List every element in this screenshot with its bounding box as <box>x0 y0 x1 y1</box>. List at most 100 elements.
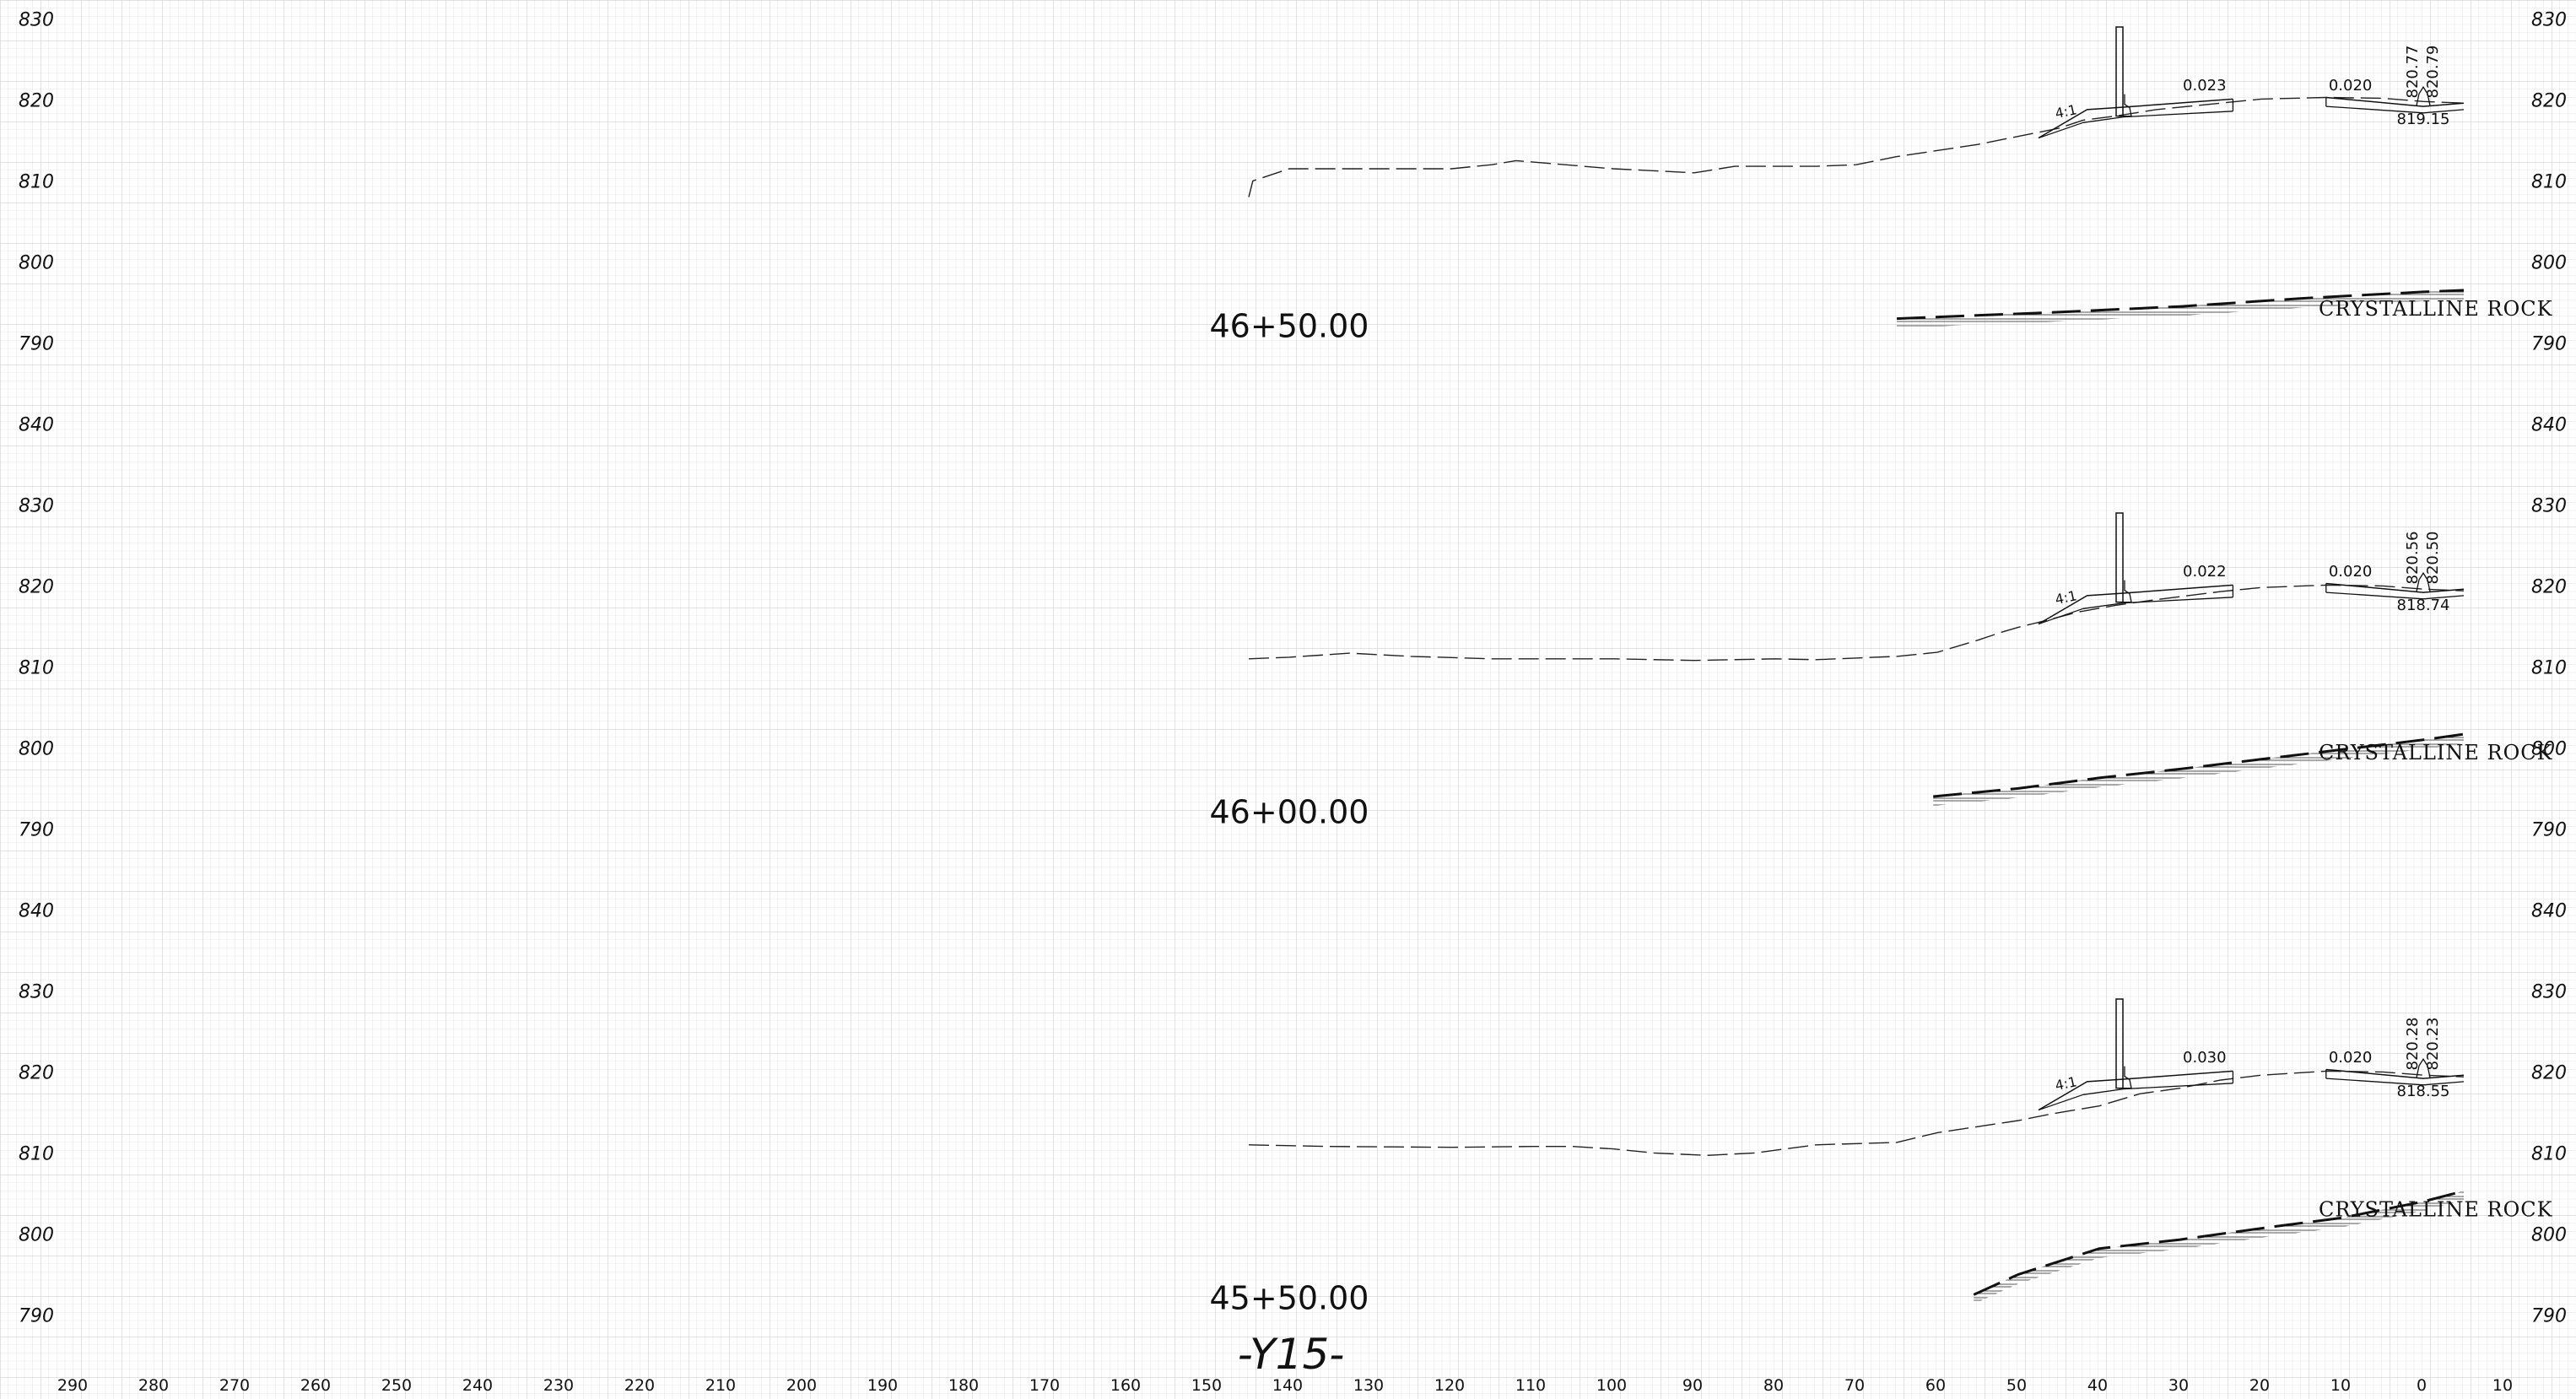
existing-ground-line <box>1248 1070 2465 1157</box>
median-barrier <box>2416 85 2431 106</box>
elevation-label-left: 830 <box>19 9 54 30</box>
cross-slope-right: 0.020 <box>2329 1049 2373 1067</box>
proposed-right-surface <box>2325 582 2465 593</box>
cross-slope-right: 0.020 <box>2329 563 2373 581</box>
elevation-label-left: 830 <box>19 981 54 1002</box>
offset-label: 230 <box>543 1376 574 1395</box>
existing-ground-line <box>1248 96 2465 197</box>
proposed-left-subgrade <box>2082 597 2233 609</box>
offset-label: 220 <box>624 1376 655 1395</box>
offset-label: 210 <box>705 1376 736 1395</box>
cross-slope-right: 0.020 <box>2329 77 2373 95</box>
offset-label: 280 <box>138 1376 169 1395</box>
offset-label: 20 <box>2249 1376 2270 1395</box>
cross-section: 840 840 830 830 820 820 810 810 800 800 790 790 CRYS… <box>19 414 2567 840</box>
guardrail-post <box>2115 512 2124 603</box>
rock-hatch-band <box>1974 1191 2464 1304</box>
offset-label: 80 <box>1763 1376 1784 1395</box>
proposed-right-subgrade <box>2325 591 2465 600</box>
elevation-label-right: 820 <box>2531 576 2567 597</box>
offset-label: 30 <box>2168 1376 2189 1395</box>
cross-section: 840 840 830 830 820 820 810 810 800 800 790 790 CRYS… <box>19 900 2567 1326</box>
curb-shape <box>2123 580 2132 603</box>
guardrail-post <box>2115 26 2124 117</box>
elevation-label-left: 790 <box>19 1305 54 1326</box>
elevation-label-left: 830 <box>19 495 54 516</box>
elevation-label-left: 840 <box>19 414 54 435</box>
offset-label: 60 <box>1925 1376 1946 1395</box>
offset-label: 240 <box>462 1376 493 1395</box>
spot-elevation-low: 818.74 <box>2397 597 2450 614</box>
elevation-label-right: 790 <box>2531 819 2567 840</box>
station-label: 45+50.00 <box>1210 1280 1369 1317</box>
elevation-label-right: 790 <box>2531 1305 2567 1326</box>
offset-label: 200 <box>786 1376 817 1395</box>
spot-elevation: 820.50 <box>2424 531 2442 584</box>
offset-label: 150 <box>1191 1376 1222 1395</box>
elevation-label-left: 800 <box>19 738 54 759</box>
elevation-label-left: 810 <box>19 657 54 678</box>
rock-line <box>1896 289 2465 321</box>
elevation-label-right: 800 <box>2531 1224 2567 1245</box>
elevation-label-right: 820 <box>2531 90 2567 111</box>
offset-label: 40 <box>2087 1376 2108 1395</box>
offset-label: 110 <box>1515 1376 1546 1395</box>
rock-line <box>1973 1190 2465 1296</box>
elevation-label-left: 820 <box>19 576 54 597</box>
guardrail-post <box>2115 998 2124 1089</box>
spot-elevation-low: 819.15 <box>2397 111 2450 128</box>
elevation-label-left: 820 <box>19 90 54 111</box>
cross-slope-left: 0.022 <box>2183 563 2227 581</box>
elevation-label-right: 810 <box>2531 1143 2567 1164</box>
offset-label: 290 <box>57 1376 88 1395</box>
offset-label: 130 <box>1353 1376 1384 1395</box>
cross-section: 830 830 820 820 810 810 800 800 790 790 CRYSTALLIN… <box>19 9 2567 354</box>
station-label: 46+00.00 <box>1210 794 1369 831</box>
elevation-label-right: 820 <box>2531 1062 2567 1083</box>
sections: 830 830 820 820 810 810 800 800 790 790 CRYSTALLIN… <box>19 9 2567 1326</box>
elevation-label-right: 830 <box>2531 981 2567 1002</box>
offset-label: 270 <box>219 1376 250 1395</box>
offset-label: 10 <box>2330 1376 2351 1395</box>
offset-label: 120 <box>1434 1376 1465 1395</box>
elevation-label-right: 800 <box>2531 738 2567 759</box>
offset-label: 190 <box>867 1376 898 1395</box>
rock-label: CRYSTALLINE ROCK <box>2319 741 2553 764</box>
offset-label: 100 <box>1596 1376 1627 1395</box>
elevation-label-right: 840 <box>2531 900 2567 921</box>
spot-elevation: 820.23 <box>2424 1017 2442 1070</box>
offset-label: 160 <box>1110 1376 1141 1395</box>
sheet-label: -Y15- <box>1238 1330 1345 1379</box>
curb-shape <box>2123 1066 2132 1089</box>
cross-slope-left: 0.023 <box>2183 77 2227 95</box>
proposed-right-surface <box>2325 96 2465 107</box>
elevation-label-right: 810 <box>2531 657 2567 678</box>
elevation-label-left: 790 <box>19 333 54 354</box>
elevation-label-right: 840 <box>2531 414 2567 435</box>
offset-label: 140 <box>1272 1376 1303 1395</box>
proposed-right-subgrade <box>2325 105 2465 114</box>
rock-hatch-band <box>1897 290 2464 328</box>
spot-elevation: 820.77 <box>2404 45 2422 98</box>
spot-elevation: 820.56 <box>2404 531 2422 584</box>
proposed-left-subgrade <box>2082 1083 2233 1095</box>
proposed-right-surface <box>2325 1068 2465 1079</box>
rock-label: CRYSTALLINE ROCK <box>2319 297 2553 321</box>
median-barrier <box>2416 571 2431 592</box>
elevation-label-left: 810 <box>19 1143 54 1164</box>
elevation-label-left: 800 <box>19 252 54 273</box>
proposed-left-surface <box>2038 1070 2233 1111</box>
elevation-label-left: 810 <box>19 171 54 192</box>
median-barrier <box>2416 1057 2431 1078</box>
elevation-label-left: 800 <box>19 1224 54 1245</box>
elevation-label-right: 830 <box>2531 9 2567 30</box>
station-label: 46+50.00 <box>1210 308 1369 345</box>
offset-label: 50 <box>2006 1376 2027 1395</box>
proposed-left-subgrade <box>2082 111 2233 123</box>
offset-label: 10 <box>2492 1376 2513 1395</box>
elevation-label-right: 790 <box>2531 333 2567 354</box>
elevation-label-right: 800 <box>2531 252 2567 273</box>
offset-axis: 290 280 270 260 250 240 230 220 210 200 190 180 170 1… <box>57 1376 2513 1395</box>
spot-elevation: 820.79 <box>2424 45 2442 98</box>
